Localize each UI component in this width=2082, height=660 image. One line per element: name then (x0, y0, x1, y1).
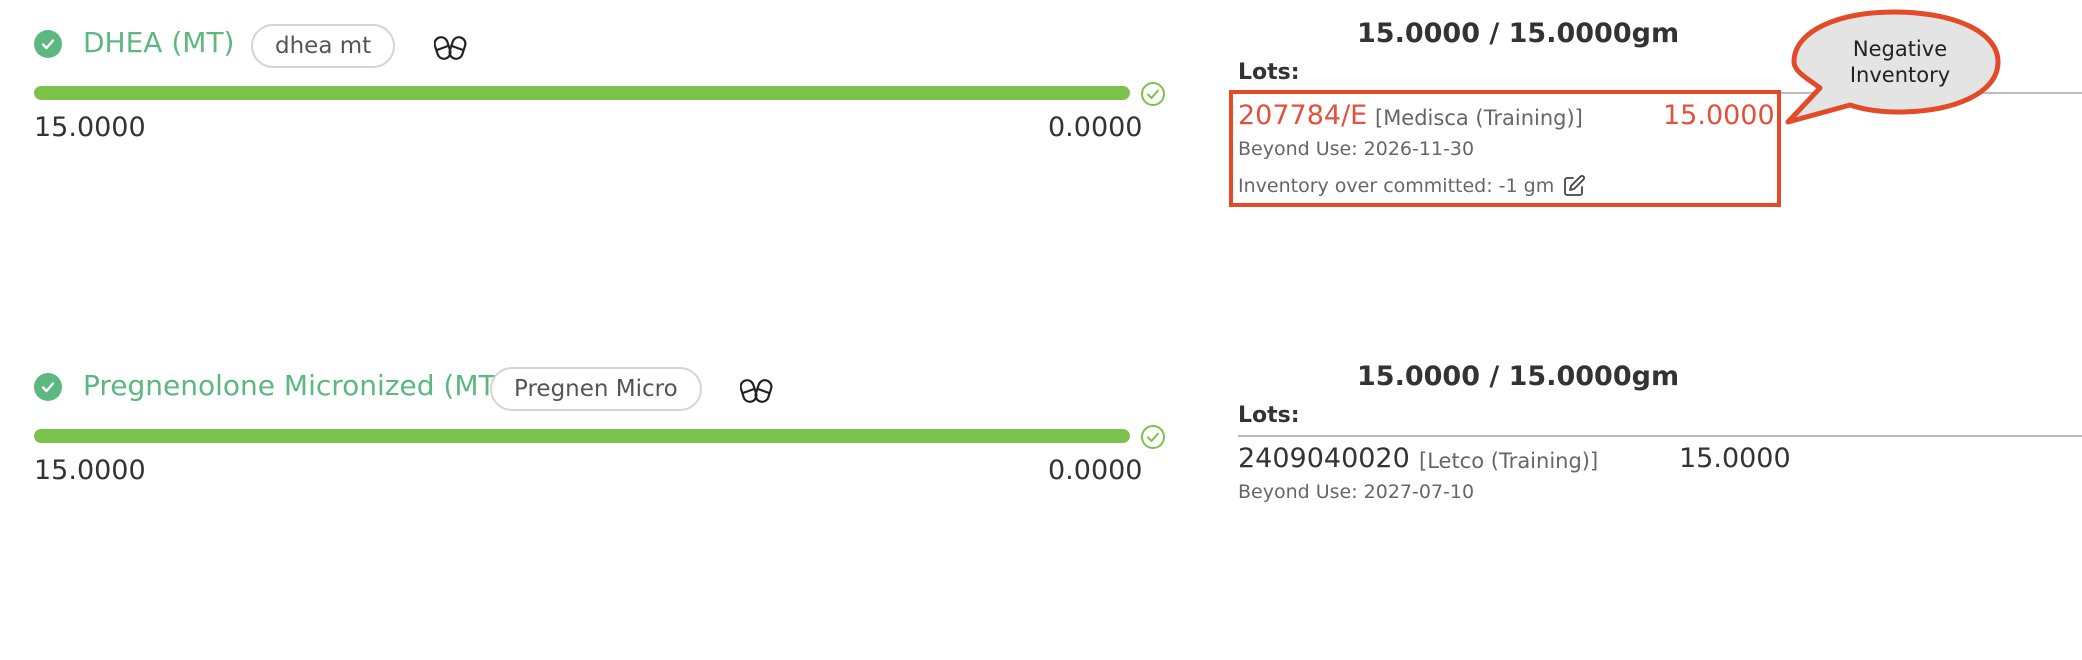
pill-icon[interactable] (434, 34, 468, 62)
lot-number[interactable]: 2409040020 (1238, 443, 1410, 474)
lot-vendor: [Letco (Training)] (1419, 449, 1599, 473)
lot-quantity: 15.0000 (1663, 100, 1775, 131)
lots-label: Lots: (1238, 60, 1300, 85)
ingredient-row-pregnenolone: Pregnenolone Micronized (MT) Pregnen Mic… (0, 343, 2082, 643)
over-committed-text: Inventory over committed: -1 gm (1238, 175, 1555, 197)
lot-vendor: [Medisca (Training)] (1375, 106, 1583, 130)
progress-bar (34, 429, 1130, 443)
ingredient-row-dhea: DHEA (MT) dhea mt 15.0000 0.0000 15.0000… (0, 0, 2082, 300)
negative-inventory-callout (1785, 9, 2001, 125)
lots-divider (1238, 435, 2082, 437)
callout-line-2: Inventory (1849, 63, 1951, 87)
quantity-header: 15.0000 / 15.0000gm (1357, 361, 1680, 392)
required-value: 15.0000 (34, 112, 146, 143)
callout-text: Negative Inventory (1808, 36, 1992, 88)
progress-bar (34, 86, 1130, 100)
remaining-value: 0.0000 (1048, 455, 1143, 486)
lot-quantity: 15.0000 (1679, 443, 1791, 474)
lots-label: Lots: (1238, 403, 1300, 428)
ingredient-name[interactable]: DHEA (MT) (83, 26, 235, 59)
ingredient-tag[interactable]: Pregnen Micro (490, 367, 702, 411)
callout-line-1: Negative (1852, 37, 1948, 61)
check-circle-icon (34, 373, 62, 401)
pill-icon[interactable] (740, 377, 774, 405)
negative-inventory-highlight (1229, 90, 1781, 207)
check-outline-icon (1141, 82, 1165, 106)
edit-icon[interactable] (1562, 174, 1586, 198)
check-outline-icon (1141, 425, 1165, 449)
progress-fill (34, 86, 1130, 100)
required-value: 15.0000 (34, 455, 146, 486)
ingredient-name[interactable]: Pregnenolone Micronized (MT) (83, 369, 507, 402)
remaining-value: 0.0000 (1048, 112, 1143, 143)
progress-fill (34, 429, 1130, 443)
lot-number[interactable]: 207784/E (1238, 100, 1368, 131)
beyond-use-date: Beyond Use: 2027-07-10 (1238, 481, 1475, 503)
beyond-use-date: Beyond Use: 2026-11-30 (1238, 138, 1475, 160)
quantity-header: 15.0000 / 15.0000gm (1357, 18, 1680, 49)
ingredient-tag[interactable]: dhea mt (251, 24, 396, 68)
check-circle-icon (34, 30, 62, 58)
